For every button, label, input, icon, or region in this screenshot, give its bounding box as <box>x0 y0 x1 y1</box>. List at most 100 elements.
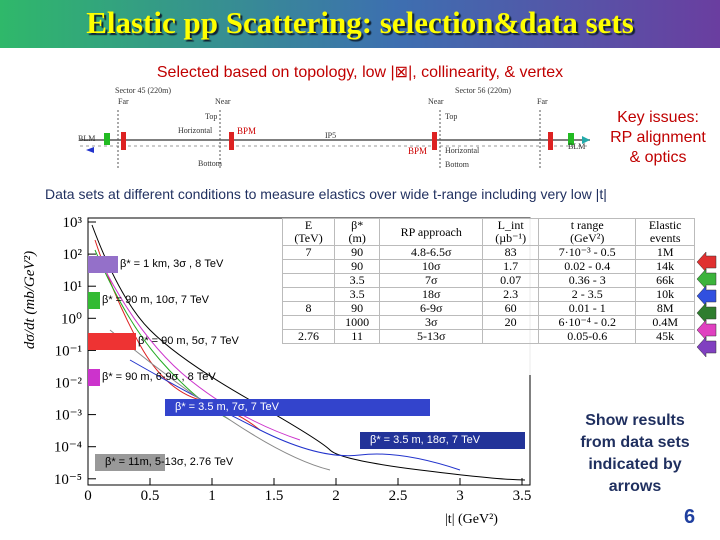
arrow <box>696 251 717 273</box>
table-cell: 0.01 - 1 <box>538 301 637 316</box>
table-cell <box>281 287 336 302</box>
x-tick-label: 1 <box>208 488 216 504</box>
table-cell: 0.36 - 3 <box>538 273 637 288</box>
side-note-line: arrows <box>608 478 662 495</box>
diagram-label: Top <box>205 112 217 121</box>
table-cell: 0.07 <box>482 273 540 288</box>
title-bar: Elastic pp Scattering: selection&data se… <box>0 0 720 48</box>
table-cell: 60 <box>482 301 540 316</box>
diagram-label: BPM <box>237 126 256 136</box>
diagram-label: Horizontal <box>445 146 480 155</box>
side-note-line: Show results <box>585 412 685 429</box>
diagram-label: Sector 56 (220m) <box>455 86 511 95</box>
table-cell <box>482 329 540 344</box>
x-tick-label: 2.5 <box>389 488 408 504</box>
y-tick-label: 10² <box>63 247 83 263</box>
legend-text: β* = 1 km, 3σ , 8 TeV <box>120 258 224 270</box>
table-row: 7 90 4.8-6.5σ 83 7·10⁻³ - 0.5 1M <box>281 245 695 260</box>
legend-text: β* = 3.5 m, 7σ, 7 TeV <box>175 401 279 413</box>
beamline <box>80 110 590 170</box>
table-header-cell: β* (m) <box>334 218 381 246</box>
header-unit: (TeV) <box>294 231 323 245</box>
y-tick-label: 10⁻¹ <box>55 343 82 359</box>
y-tick-label: 10⁻² <box>55 376 83 392</box>
table-cell: 11 <box>334 329 381 344</box>
table-cell: 18σ <box>379 287 484 302</box>
diagram-label: Horizontal <box>178 126 213 135</box>
table-header: E (TeV) β* (m) RP approach L_int (µb⁻¹) t range… <box>281 218 695 246</box>
table-cell: 4.8-6.5σ <box>379 245 484 260</box>
diagram-label: IP5 <box>325 131 336 140</box>
table-row: 8 90 6-9σ 60 0.01 - 1 8M <box>281 301 695 316</box>
header-name: RP approach <box>400 224 462 239</box>
legend-item: β* = 90 m, 10σ, 7 TeV <box>88 292 213 309</box>
x-tick-label: 3.5 <box>513 488 532 504</box>
key-issues-line: Key issues: <box>617 109 699 126</box>
legend-swatch <box>88 292 100 309</box>
header-unit: events <box>649 231 681 245</box>
y-tick-label: 10⁰ <box>61 311 82 327</box>
table-row: 1000 3σ 20 6·10⁻⁴ - 0.2 0.4M <box>281 315 695 330</box>
table-cell: 8M <box>635 301 695 316</box>
legend-item: β* = 11m, 5-13σ, 2.76 TeV <box>95 454 237 471</box>
x-tick-label: 1.5 <box>265 488 284 504</box>
table: E (TeV) β* (m) RP approach L_int (µb⁻¹) t range… <box>281 218 695 344</box>
header-name: Elastic <box>648 218 682 232</box>
table-cell: 1.7 <box>482 259 540 274</box>
diagram-label: Bottom <box>445 160 470 169</box>
table-cell: 8 <box>281 301 336 316</box>
table-cell: 1M <box>635 245 695 260</box>
table-header-cell: Elastic events <box>635 218 695 246</box>
table-cell: 7σ <box>379 273 484 288</box>
table-cell: 66k <box>635 273 695 288</box>
table-header-cell: RP approach <box>379 218 484 246</box>
legend-swatch <box>88 256 118 273</box>
legend-item: β* = 90 m, 6-9σ , 8 TeV <box>88 369 220 386</box>
table-cell: 2.3 <box>482 287 540 302</box>
key-issues-line: RP alignment <box>610 129 706 146</box>
table-cell <box>281 273 336 288</box>
key-issues-line: & optics <box>629 149 687 166</box>
header-name: t range <box>570 218 604 232</box>
table-cell: 3.5 <box>334 273 381 288</box>
legend-text: β* = 3.5 m, 18σ, 7 TeV <box>370 434 481 446</box>
table-cell: 14k <box>635 259 695 274</box>
table-cell: 2.76 <box>281 329 336 344</box>
table-cell: 0.02 - 0.4 <box>538 259 637 274</box>
diagram-label: Near <box>215 97 231 106</box>
y-tick-label: 10³ <box>63 215 83 231</box>
table-cell: 7 <box>281 245 336 260</box>
y-tick-label: 10⁻³ <box>55 408 83 424</box>
arrow <box>696 319 717 341</box>
header-name: E <box>304 218 313 232</box>
side-note: Show results from data sets indicated by ar… <box>565 410 705 498</box>
arrow <box>696 302 717 324</box>
legend-swatch <box>165 399 430 416</box>
side-note-line: indicated by <box>588 456 682 473</box>
table-body: 7 90 4.8-6.5σ 83 7·10⁻³ - 0.5 1M 90 10σ 1.7 0.02 … <box>281 245 695 344</box>
subtitle: Selected based on topology, low |⊠|, col… <box>156 64 564 81</box>
table-cell: 10k <box>635 287 695 302</box>
table-cell <box>281 259 336 274</box>
header-name: L_int <box>497 218 524 232</box>
table-header-cell: E (TeV) <box>281 218 336 246</box>
table-header-cell: L_int (µb⁻¹) <box>482 218 540 246</box>
table-cell: 20 <box>482 315 540 330</box>
diagram-label: Sector 45 (220m) <box>115 86 171 95</box>
table-cell: 45k <box>635 329 695 344</box>
header-unit: (GeV²) <box>570 231 605 245</box>
diagram-label: Far <box>537 97 548 106</box>
key-issues: Key issues: RP alignment & optics <box>598 108 718 168</box>
table-cell: 3.5 <box>334 287 381 302</box>
table-cell: 2 - 3.5 <box>538 287 637 302</box>
legend-item: β* = 90 m, 5σ, 7 TeV <box>88 333 243 350</box>
title: Elastic pp Scattering: selection&data se… <box>86 5 634 40</box>
legend-text: β* = 11m, 5-13σ, 2.76 TeV <box>105 456 234 468</box>
table-cell: 83 <box>482 245 540 260</box>
arrow <box>696 285 717 307</box>
x-tick-label: 0.5 <box>141 488 160 504</box>
legend-item: β* = 3.5 m, 18σ, 7 TeV <box>360 432 525 449</box>
y-tick-label: 10⁻⁵ <box>54 472 82 488</box>
